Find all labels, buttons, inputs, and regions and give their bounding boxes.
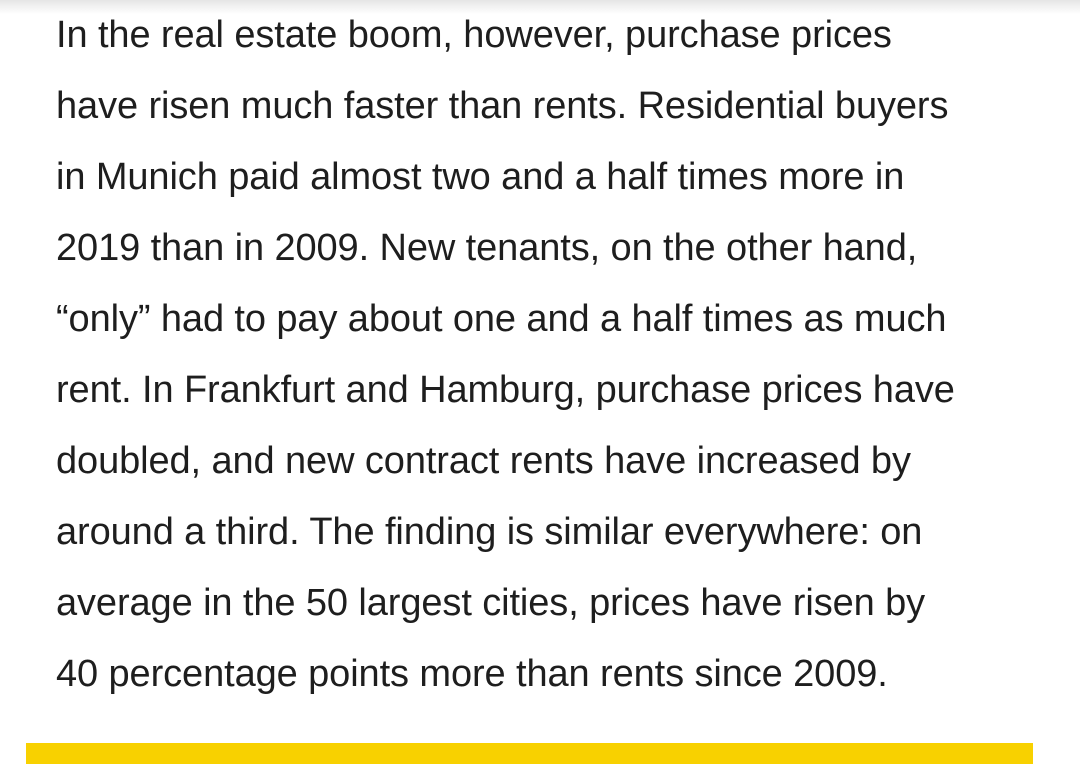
paragraph-line: doubled, and new contract rents have inc…: [56, 440, 911, 482]
top-shadow: [0, 0, 1080, 14]
paragraph-line: In the real estate boom, however, purcha…: [56, 14, 892, 56]
paragraph-line: 2019 than in 2009. New tenants, on the o…: [56, 227, 918, 269]
paragraph-line: in Munich paid almost two and a half tim…: [56, 156, 905, 198]
paragraph-line: average in the 50 largest cities, prices…: [56, 582, 926, 624]
paragraph-line: have risen much faster than rents. Resid…: [56, 85, 949, 127]
paragraph-line: rent. In Frankfurt and Hamburg, purchase…: [56, 369, 955, 411]
paragraph-line: “only” had to pay about one and a half t…: [56, 298, 947, 340]
paragraph-line: around a third. The finding is similar e…: [56, 511, 923, 553]
paragraph-line: 40 percentage points more than rents sin…: [56, 653, 888, 695]
article-paragraph: In the real estate boom, however, purcha…: [56, 0, 1056, 710]
yellow-accent-bar: [26, 743, 1033, 764]
